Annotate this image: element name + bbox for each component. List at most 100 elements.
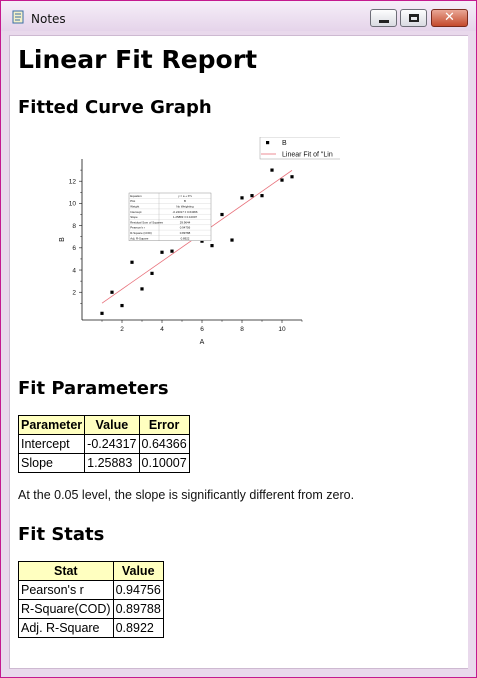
y-axis-label: B <box>59 237 66 242</box>
report-content: Linear Fit Report Fitted Curve Graph 2 4 6… <box>9 35 469 669</box>
minimize-button[interactable] <box>370 9 397 27</box>
x-axis-label: A <box>200 339 205 346</box>
x-tick-label: 8 <box>240 326 244 333</box>
close-button[interactable]: ✕ <box>431 9 468 27</box>
inset-stats-table: Equation y = a + b*x Plot B Weight No Weighti… <box>128 192 212 241</box>
data-point <box>290 175 294 179</box>
stat-value: 0.94756 <box>112 580 164 600</box>
y-tick-label: 4 <box>72 267 76 274</box>
data-point <box>280 178 284 182</box>
header-value: Value <box>84 415 140 435</box>
data-point <box>200 239 204 243</box>
inset-table-frame <box>128 192 212 241</box>
x-tick-label: 10 <box>278 326 286 333</box>
data-point <box>260 194 264 198</box>
inset-cell-value: 0.94756 <box>180 226 191 230</box>
table-header-row: Parameter Value Error <box>17 415 190 435</box>
data-point <box>110 290 114 294</box>
inset-cell-value: No Weighting <box>176 205 194 209</box>
legend-frame <box>259 137 340 160</box>
stat-name: Adj. R-Square <box>18 618 114 638</box>
param-value: -0.24317 <box>84 434 140 454</box>
table-row: R-Square(COD) 0.89788 <box>18 599 164 619</box>
inset-cell-label: Slope <box>130 215 138 219</box>
inset-cell-value: 1.25883 ± 0.10007 <box>173 215 197 219</box>
x-tick-label: 2 <box>120 326 124 333</box>
inset-cell-value: 0.89788 <box>180 231 191 235</box>
data-point <box>160 250 164 254</box>
data-point <box>100 311 104 315</box>
stats-heading: Fit Stats <box>18 524 105 545</box>
param-value: 1.25883 <box>84 453 140 473</box>
table-row: Slope 1.25883 0.10007 <box>17 453 190 473</box>
inset-cell-label: Residual Sum of Squares <box>130 220 163 224</box>
table-header-row: Stat Value <box>18 561 164 581</box>
inset-cell-value: -0.24317 ± 0.64366 <box>172 210 197 214</box>
header-error: Error <box>138 415 190 435</box>
data-point <box>270 168 274 172</box>
chart-legend: B Linear Fit of "Lin <box>259 137 340 160</box>
y-tick-label: 8 <box>72 223 76 230</box>
data-point <box>230 238 234 242</box>
inset-cell-value: y = a + b*x <box>178 194 192 198</box>
graph-heading: Fitted Curve Graph <box>18 97 212 118</box>
param-error: 0.64366 <box>138 434 190 454</box>
data-point <box>210 244 214 248</box>
params-heading: Fit Parameters <box>18 378 169 399</box>
stat-name: Pearson's r <box>18 580 114 600</box>
report-title: Linear Fit Report <box>18 45 258 74</box>
data-point <box>240 196 244 200</box>
table-row: Pearson's r 0.94756 <box>18 580 164 600</box>
fitted-curve-chart: 2 4 6 8 10 2 4 6 8 10 12 A B Equation y = a + b*x Plot B… <box>59 137 340 346</box>
data-point <box>250 194 254 198</box>
close-icon: ✕ <box>444 10 455 25</box>
inset-cell-label: Weight <box>130 205 139 209</box>
inset-cell-value: 0.8922 <box>181 236 190 240</box>
stat-name: R-Square(COD) <box>18 599 114 619</box>
header-value: Value <box>112 561 164 581</box>
window-title: Notes <box>31 12 66 26</box>
param-name: Slope <box>17 453 86 473</box>
legend-label-fit: Linear Fit of "Lin <box>282 152 333 159</box>
table-row: Adj. R-Square 0.8922 <box>18 618 164 638</box>
significance-note: At the 0.05 level, the slope is signific… <box>18 488 355 502</box>
title-bar[interactable]: Notes ✕ <box>1 1 476 31</box>
fit-parameters-table: Parameter Value Error Intercept -0.24317… <box>17 415 190 473</box>
inset-cell-label: Equation <box>130 194 142 198</box>
param-error: 0.10007 <box>138 453 190 473</box>
inset-cell-label: Pearson's r <box>130 226 145 230</box>
y-tick-label: 12 <box>69 179 77 186</box>
notes-icon <box>12 10 24 24</box>
maximize-button[interactable] <box>400 9 427 27</box>
table-row: Intercept -0.24317 0.64366 <box>17 434 190 454</box>
minimize-icon <box>379 20 389 23</box>
header-stat: Stat <box>18 561 114 581</box>
data-point <box>170 249 174 253</box>
data-point <box>220 212 224 217</box>
y-tick-label: 2 <box>72 290 76 297</box>
data-point <box>120 303 124 308</box>
inset-cell-label: Adj. R-Square <box>130 236 149 240</box>
header-parameter: Parameter <box>17 415 86 435</box>
stat-value: 0.8922 <box>112 618 164 638</box>
window-frame-right <box>468 35 476 677</box>
inset-cell-label: Plot <box>130 199 135 203</box>
data-point <box>140 287 144 291</box>
legend-marker-b <box>266 141 270 145</box>
fit-stats-table: Stat Value Pearson's r 0.94756 R-Square(… <box>18 561 164 638</box>
data-point <box>130 260 134 264</box>
maximize-icon <box>409 14 419 22</box>
x-tick-label: 4 <box>160 326 164 333</box>
inset-cell-label: R-Square (COD) <box>130 231 152 235</box>
y-tick-label: 10 <box>69 201 77 208</box>
inset-cell-label: Intercept <box>130 210 141 214</box>
inset-cell-value: 29.9644 <box>180 220 191 224</box>
inset-cell-value: B <box>184 199 186 203</box>
param-name: Intercept <box>17 434 86 454</box>
x-tick-label: 6 <box>200 326 204 333</box>
stat-value: 0.89788 <box>112 599 164 619</box>
legend-label-b: B <box>282 140 287 147</box>
data-point <box>150 271 154 275</box>
y-tick-label: 6 <box>72 245 76 252</box>
